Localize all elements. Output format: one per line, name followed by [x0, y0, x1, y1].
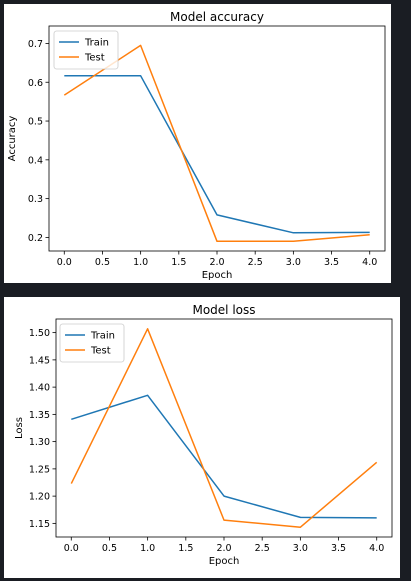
accuracy-x-tick-label: 3.5: [324, 257, 339, 268]
accuracy-y-tick-label: 0.4: [28, 155, 43, 166]
loss-x-tick-label: 1.5: [178, 543, 193, 554]
loss-series-test-line: [70, 328, 378, 528]
accuracy-y-tick-label: 0.2: [28, 233, 43, 244]
loss-y-tick-label: 1.40: [29, 383, 50, 394]
accuracy-chart: Model accuracy 0.0 0.5 1.0 1.5 2.0 2.5 3.0 3.5 4.…: [7, 10, 386, 281]
accuracy-x-tick-label: 1.5: [171, 257, 186, 268]
accuracy-x-tick-label: 2.5: [248, 257, 263, 268]
loss-x-tick-label: 2.5: [255, 543, 270, 554]
accuracy-legend-label-train: Train: [84, 38, 109, 49]
accuracy-x-tick-label: 3.0: [286, 257, 301, 268]
accuracy-x-tick-label: 0.0: [57, 257, 72, 268]
loss-chart-title: Model loss: [192, 303, 255, 317]
loss-y-tick-label: 1.15: [29, 519, 50, 530]
loss-legend-label-train: Train: [90, 331, 115, 342]
accuracy-y-tick-label: 0.7: [28, 39, 43, 50]
loss-legend: Train Test: [59, 323, 125, 363]
loss-x-tick-label: 3.5: [331, 543, 346, 554]
accuracy-chart-panel: Model accuracy 0.0 0.5 1.0 1.5 2.0 2.5 3.0 3.5 4.…: [4, 4, 391, 283]
loss-legend-box: [59, 323, 125, 363]
accuracy-legend-box: [53, 30, 119, 70]
accuracy-y-tick-label: 0.3: [28, 194, 43, 205]
accuracy-x-tick-label: 4.0: [362, 257, 377, 268]
accuracy-series-train-line: [64, 74, 370, 234]
loss-chart-panel: Model loss 0.0 0.5 1.0 1.5 2.0 2.5 3.0 3.5 4.0 1.1…: [4, 297, 400, 578]
accuracy-series-test-line: [63, 44, 370, 243]
loss-x-tick-label: 1.0: [140, 543, 155, 554]
accuracy-y-tick-label: 0.6: [28, 78, 43, 89]
loss-y-tick-label: 1.20: [29, 492, 50, 503]
loss-y-tick-label: 1.35: [29, 410, 50, 421]
loss-y-tick-label: 1.50: [29, 328, 50, 339]
loss-y-tick-label: 1.30: [29, 437, 50, 448]
loss-y-tick-label: 1.45: [29, 355, 50, 366]
accuracy-legend: Train Test: [53, 30, 119, 70]
loss-chart: Model loss 0.0 0.5 1.0 1.5 2.0 2.5 3.0 3.5 4.0 1.1…: [14, 303, 393, 567]
loss-x-axis-label: Epoch: [209, 556, 240, 567]
accuracy-y-axis-label: Accuracy: [7, 116, 18, 162]
accuracy-legend-label-test: Test: [84, 53, 105, 64]
accuracy-chart-title: Model accuracy: [170, 10, 264, 24]
accuracy-y-tick-label: 0.5: [28, 117, 43, 128]
loss-x-tick-label: 4.0: [369, 543, 384, 554]
accuracy-x-tick-label: 2.0: [209, 257, 224, 268]
loss-x-tick-label: 0.5: [102, 543, 117, 554]
loss-x-tick-label: 2.0: [216, 543, 231, 554]
loss-y-tick-label: 1.25: [29, 464, 50, 475]
loss-legend-label-test: Test: [90, 346, 111, 357]
accuracy-plot-frame: [48, 25, 386, 252]
loss-x-tick-label: 3.0: [293, 543, 308, 554]
accuracy-x-tick-label: 0.5: [95, 257, 110, 268]
accuracy-x-tick-label: 1.0: [133, 257, 148, 268]
loss-x-tick-label: 0.0: [64, 543, 79, 554]
loss-series-train-line: [71, 394, 377, 519]
accuracy-x-axis-label: Epoch: [202, 270, 233, 281]
loss-y-axis-label: Loss: [14, 417, 25, 439]
loss-plot-frame: [55, 318, 393, 538]
